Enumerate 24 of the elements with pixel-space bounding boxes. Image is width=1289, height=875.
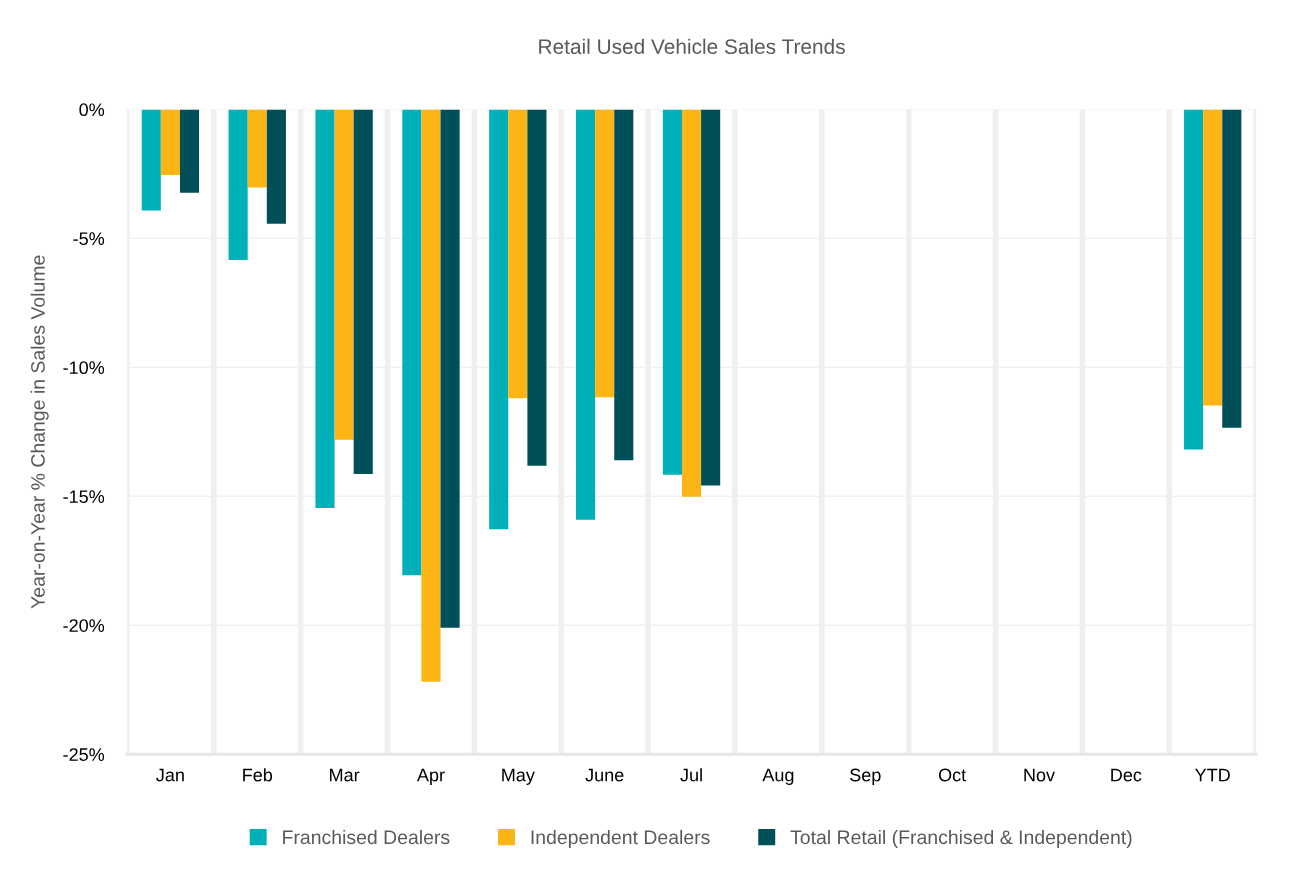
y-tick-label: -15% bbox=[63, 490, 105, 504]
legend-label: Total Retail (Franchised & Independent) bbox=[790, 829, 1132, 849]
legend-label: Franchised Dealers bbox=[283, 829, 450, 845]
x-tick-label: June bbox=[585, 768, 624, 782]
x-tick-label: Jan bbox=[156, 768, 184, 782]
chart-title: Retail Used Vehicle Sales Trends bbox=[539, 38, 845, 55]
x-tick-label: Dec bbox=[1111, 768, 1142, 782]
x-tick-label: Nov bbox=[1024, 768, 1055, 782]
y-tick-label: -10% bbox=[63, 361, 105, 375]
x-tick-label: Oct bbox=[938, 768, 967, 782]
x-tick-label: Sep bbox=[850, 768, 881, 785]
y-tick-label: -25% bbox=[63, 748, 105, 761]
y-tick-label: -20% bbox=[63, 619, 105, 632]
x-tick-label: YTD bbox=[1195, 768, 1230, 782]
x-tick-label: Feb bbox=[243, 768, 273, 782]
y-axis-title: Year-on-Year % Change in Sales Volume bbox=[30, 255, 49, 609]
x-tick-label: Jul bbox=[680, 768, 702, 782]
y-tick-label: 0% bbox=[79, 103, 105, 117]
x-tick-label: May bbox=[502, 768, 535, 785]
x-tick-label: Aug bbox=[762, 768, 794, 785]
x-tick-label: Mar bbox=[330, 768, 360, 782]
legend-label: Independent Dealers bbox=[531, 829, 710, 849]
y-tick-label: -5% bbox=[73, 232, 105, 246]
x-tick-label: Apr bbox=[416, 768, 445, 785]
